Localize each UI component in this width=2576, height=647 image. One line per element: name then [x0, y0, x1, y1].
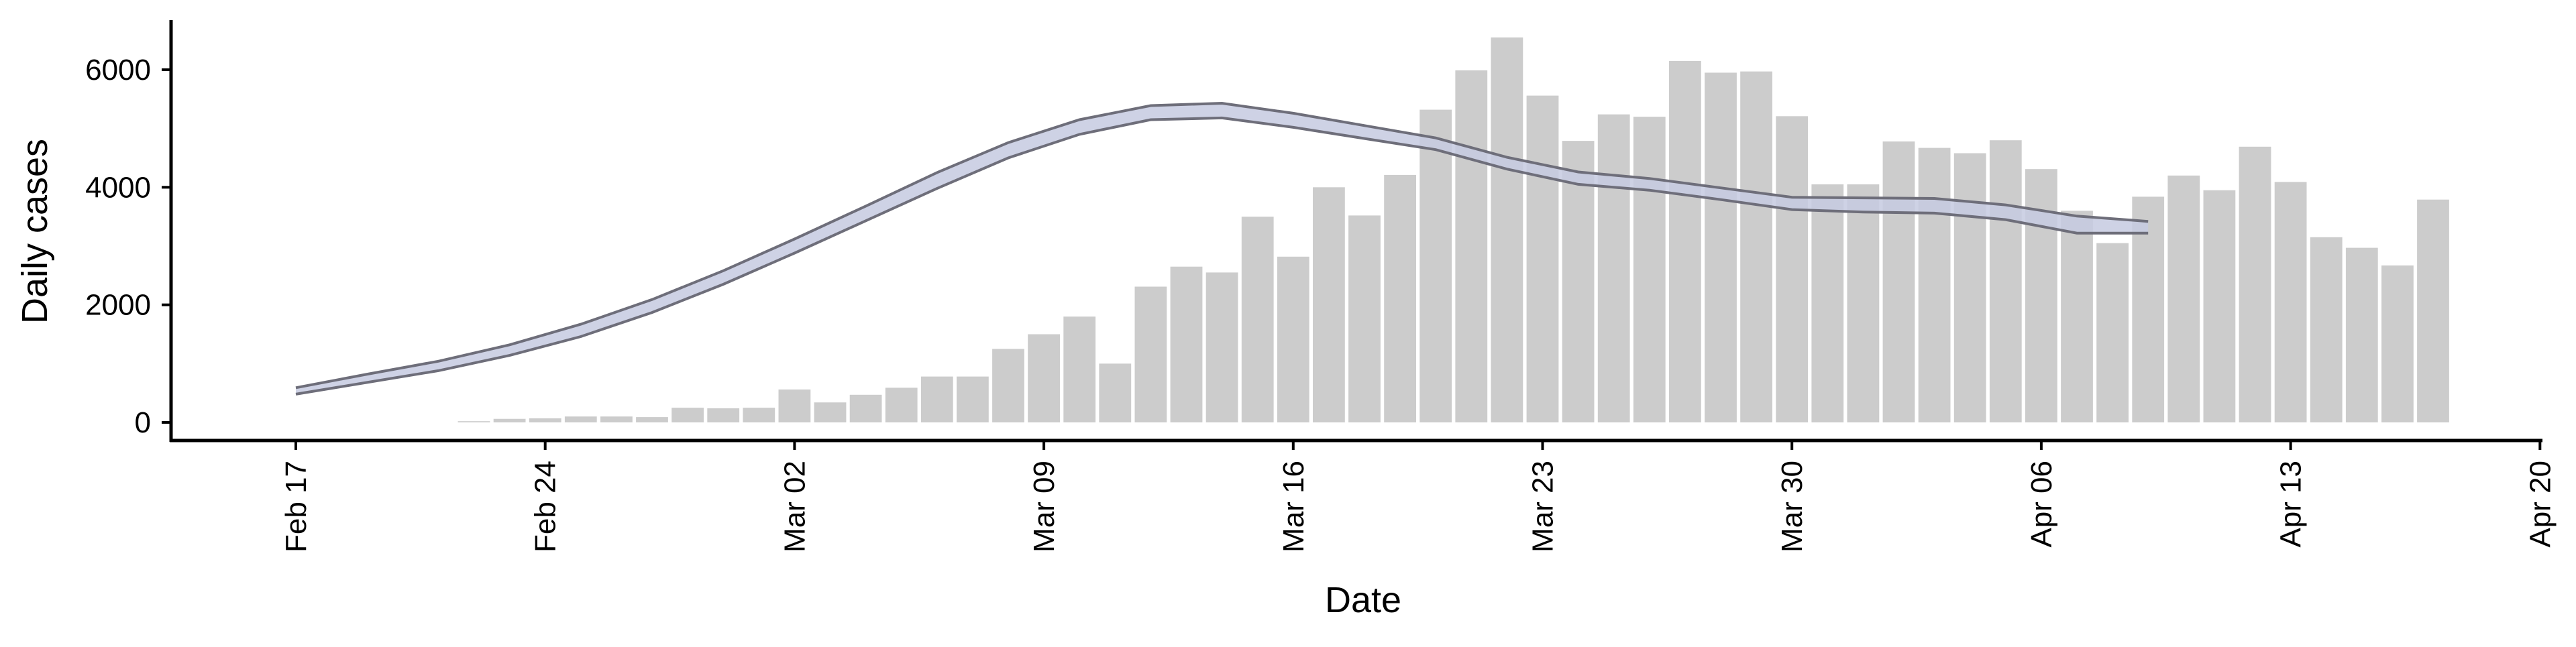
y-tick-label: 4000 — [85, 171, 151, 204]
bar — [2167, 175, 2200, 422]
bar — [814, 402, 847, 422]
bar — [458, 421, 490, 422]
bar — [2096, 243, 2129, 422]
bar — [1953, 153, 1986, 422]
bar — [2310, 237, 2343, 422]
bar — [743, 408, 775, 422]
band-upper-line — [295, 101, 2149, 390]
x-tick-label: Mar 23 — [1527, 461, 1560, 552]
bar — [1170, 266, 1203, 422]
bar — [1028, 334, 1060, 422]
band-lower-line — [295, 116, 2149, 396]
bar — [707, 408, 740, 422]
y-ticks: 0 2000 4000 6000 — [85, 54, 171, 439]
bar — [636, 417, 668, 422]
bars-layer — [458, 37, 2449, 423]
bar — [1562, 141, 1595, 422]
x-ticks: Feb 17 Feb 24 Mar 02 Mar 09 Mar 16 Mar 23 Mar … — [280, 440, 2557, 552]
bar — [1491, 37, 1523, 423]
x-tick-label: Mar 16 — [1277, 461, 1310, 552]
bar — [1847, 184, 1880, 422]
bar — [2025, 169, 2057, 422]
x-tick-label: Apr 13 — [2275, 461, 2308, 548]
bar — [1277, 256, 1309, 422]
bar — [2061, 211, 2093, 422]
bar — [1099, 363, 1132, 422]
x-tick-label: Feb 17 — [280, 461, 313, 552]
bar — [1313, 187, 1345, 422]
bar — [885, 388, 918, 422]
x-tick-label: Mar 02 — [778, 461, 811, 552]
bar — [600, 416, 633, 422]
bar — [1348, 215, 1381, 422]
bar — [1134, 286, 1167, 422]
y-axis-title: Daily cases — [15, 139, 55, 324]
bar — [529, 418, 561, 422]
bar — [1669, 60, 1701, 422]
bar — [1918, 148, 1951, 422]
bar — [2417, 199, 2449, 422]
y-tick-label: 6000 — [85, 54, 151, 86]
bar — [1419, 109, 1452, 422]
bar — [1455, 70, 1488, 422]
bar — [493, 418, 526, 422]
bar — [672, 408, 704, 422]
bar — [1740, 71, 1772, 423]
x-axis-title: Date — [1325, 580, 1401, 620]
bar — [1633, 117, 1666, 422]
bar — [2381, 265, 2414, 422]
x-tick-label: Apr 06 — [2025, 461, 2058, 548]
bar — [2345, 247, 2378, 422]
bar — [778, 389, 811, 422]
bar — [1705, 72, 1737, 422]
bar — [849, 394, 882, 422]
bar — [2274, 182, 2307, 422]
bar — [1811, 184, 1844, 422]
bar — [1063, 316, 1096, 422]
bar — [1526, 95, 1559, 422]
x-tick-label: Mar 30 — [1776, 461, 1809, 552]
band-layer — [295, 101, 2149, 396]
bar — [1384, 174, 1416, 422]
bar — [2203, 190, 2236, 422]
bar — [920, 376, 953, 422]
x-tick-label: Feb 24 — [529, 461, 562, 552]
bar — [1882, 141, 1915, 422]
bar — [1241, 217, 1274, 422]
y-tick-label: 0 — [135, 406, 151, 439]
x-tick-label: Apr 20 — [2524, 461, 2557, 548]
bar — [1205, 272, 1238, 422]
bar — [564, 416, 597, 422]
y-tick-label: 2000 — [85, 289, 151, 322]
bar — [2239, 146, 2271, 423]
x-tick-label: Mar 09 — [1028, 461, 1061, 552]
bar — [957, 376, 989, 422]
bar — [1776, 116, 1809, 423]
bar — [992, 349, 1024, 422]
bar — [1597, 114, 1630, 422]
bar — [1989, 140, 2022, 422]
